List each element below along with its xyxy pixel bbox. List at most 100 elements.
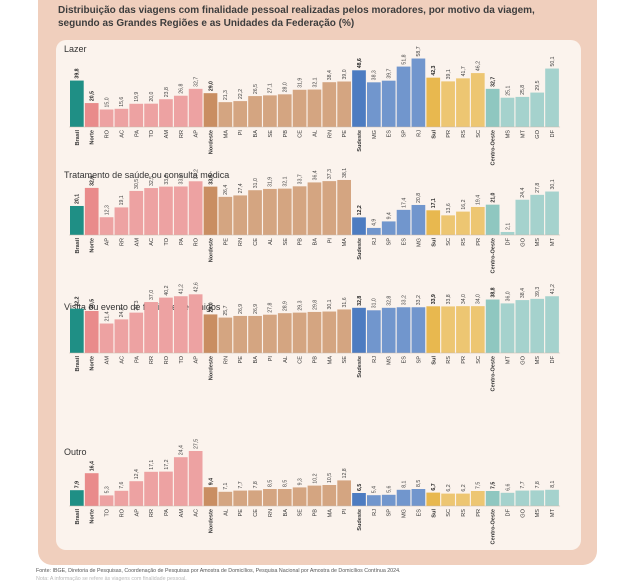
bar [218,102,233,127]
data-label: 21,3 [223,90,229,100]
category-label: DF [550,129,556,137]
category-label: CE [298,130,304,138]
bar [70,308,84,353]
bar [84,473,99,506]
data-label: 34,0 [461,294,467,304]
data-label: 50,1 [550,56,556,66]
category-label: AM [164,130,170,139]
data-label: 37,2 [193,169,199,179]
data-label: 39,0 [342,69,348,79]
data-label: 23,8 [164,87,170,97]
data-label: 32,1 [312,77,318,87]
data-label: 7,5 [490,482,496,489]
category-label: GO [520,355,526,364]
data-label: 27,8 [268,302,274,312]
data-label: 24,4 [179,445,185,455]
data-label: 31,9 [297,78,303,88]
category-label: ES [402,238,408,246]
category-label: PI [327,238,333,244]
bar [188,181,203,235]
category-label: PR [476,238,482,246]
data-label: 33,5 [164,174,170,184]
category-label: AL [223,509,229,516]
data-label: 7,7 [520,481,526,488]
category-label: PA [134,130,140,137]
category-label: RN [327,130,333,138]
data-label: 19,1 [119,195,125,205]
data-label: 25,1 [505,86,511,96]
data-label: 33,8 [446,294,452,304]
data-label: 41,7 [461,66,467,76]
bar [411,489,426,506]
bar [218,491,233,506]
bar [441,215,455,235]
bar [159,297,173,353]
category-label: RO [164,355,170,364]
category-label: PI [238,130,244,136]
bar [203,186,218,235]
bar [114,207,129,235]
category-label: BA [312,238,318,246]
data-label: 38,8 [490,287,496,297]
data-label: 46,2 [476,61,482,71]
data-label: 9,4 [387,212,393,219]
category-label: SP [402,130,408,138]
data-label: 24,4 [520,188,526,198]
data-label: 29,5 [535,80,541,90]
bar [173,296,188,353]
category-label: RR [119,238,125,246]
data-label: 25,7 [223,305,229,315]
category-label: GO [520,508,526,517]
bar [485,299,500,353]
bar [233,195,248,235]
bar [159,471,173,506]
category-label: RO [119,508,125,517]
bar [322,311,337,353]
bar [173,95,188,127]
category-label: PR [461,356,467,364]
bar [337,81,351,127]
data-label: 26,5 [253,84,259,94]
category-label: PI [342,509,348,515]
data-label: 39,3 [535,287,541,297]
category-label: AM [179,509,185,518]
chart-1: Tratamento de saúde ou consulta médica 20… [64,168,561,273]
bar [248,190,262,235]
bar [322,485,337,506]
data-label: 37,3 [327,169,333,179]
bar [322,181,337,235]
category-label: PA [179,238,185,245]
bar [530,490,545,506]
category-label: PE [223,238,229,246]
data-label: 36,4 [312,170,318,180]
category-label: TO [105,508,111,516]
data-label: 9,4 [208,478,214,485]
category-label: DF [550,355,556,363]
category-label: AP [105,238,111,246]
bar [545,296,559,353]
bar [129,190,144,235]
category-label: MS [535,509,541,518]
data-label: 2,1 [505,223,511,230]
data-label: 17,2 [164,459,170,469]
data-label: 12,8 [342,468,348,478]
data-label: 20,5 [90,91,96,101]
category-label: RR [149,356,155,364]
data-label: 4,9 [372,219,378,226]
bar [218,317,233,353]
data-label: 33,6 [179,174,185,184]
bar [485,204,500,235]
data-label: 5,4 [372,486,378,493]
category-label: SC [476,356,482,364]
category-label: RR [179,130,185,138]
bar [99,495,114,506]
data-label: 7,6 [119,481,125,488]
category-label: PE [238,509,244,517]
data-label: 31,6 [342,297,348,307]
bar [218,196,233,235]
category-label: MS [506,130,512,139]
category-label: Brasil [75,356,81,372]
bar [277,489,292,506]
bar [233,315,248,353]
